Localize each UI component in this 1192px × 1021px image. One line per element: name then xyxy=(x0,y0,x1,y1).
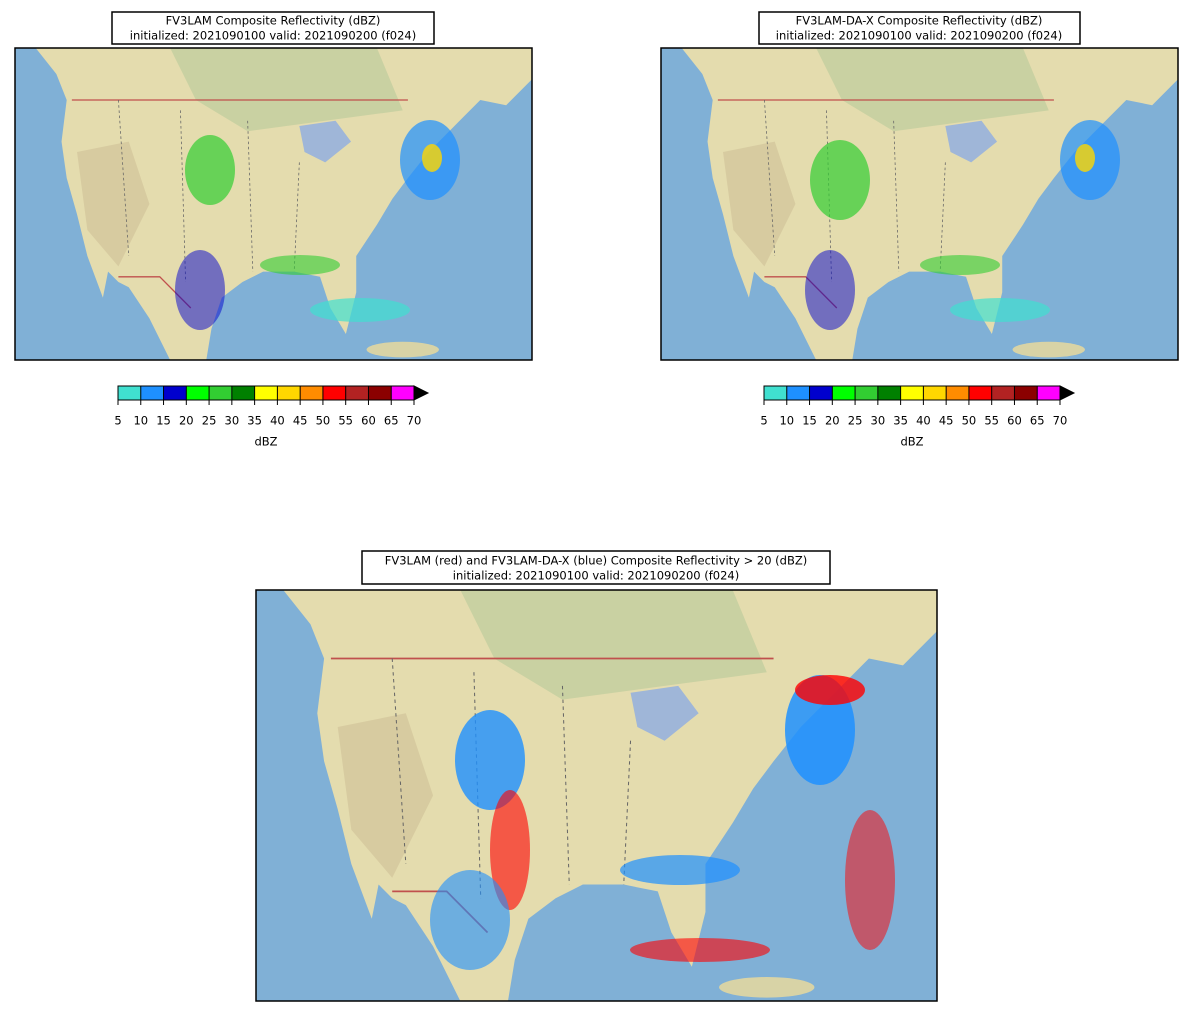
colorbar-label: dBZ xyxy=(254,435,277,449)
colorbar-tick-label: 40 xyxy=(270,414,285,428)
colorbar-segment xyxy=(254,386,278,400)
precipitation xyxy=(430,675,895,970)
title-box xyxy=(361,550,831,585)
colorbar-tick-label: 70 xyxy=(407,414,422,428)
colorbar-segment xyxy=(968,386,992,400)
colorbar-segment xyxy=(786,386,810,400)
colorbar-segment xyxy=(231,386,255,400)
colorbar-segment xyxy=(1014,386,1038,400)
colorbar-segment xyxy=(391,386,414,400)
map xyxy=(15,48,532,360)
colorbar-tick-label: 25 xyxy=(202,414,217,428)
colorbar-tick-label: 45 xyxy=(293,414,308,428)
colorbar-tick-label: 15 xyxy=(156,414,171,428)
colorbar-tick-label: 10 xyxy=(779,414,794,428)
colorbar-tick-label: 45 xyxy=(939,414,954,428)
colorbar-segment xyxy=(300,386,323,400)
panel-title: FV3LAM (red) and FV3LAM-DA-X (blue) Comp… xyxy=(385,554,807,568)
panel-title: FV3LAM Composite Reflectivity (dBZ) xyxy=(166,14,381,28)
title-box xyxy=(758,11,1081,45)
colorbar-segment xyxy=(163,386,187,400)
precipitation xyxy=(175,120,460,330)
colorbar-segment xyxy=(900,386,924,400)
colorbar-segment xyxy=(140,386,164,400)
colorbar-tick-label: 5 xyxy=(760,414,767,428)
colorbar-tick-label: 25 xyxy=(848,414,863,428)
precipitation xyxy=(805,120,1120,330)
colorbar-segment xyxy=(946,386,969,400)
colorbar-tick-label: 50 xyxy=(962,414,977,428)
colorbar-tick-label: 15 xyxy=(802,414,817,428)
colorbar-segment xyxy=(322,386,346,400)
colorbar-segment xyxy=(809,386,833,400)
panel-title: FV3LAM-DA-X Composite Reflectivity (dBZ) xyxy=(796,14,1043,28)
panel-subtitle: initialized: 2021090100 valid: 202109020… xyxy=(453,569,739,583)
colorbar-tick-label: 55 xyxy=(338,414,353,428)
map xyxy=(661,48,1178,360)
map-frame xyxy=(14,47,533,361)
title-box xyxy=(111,11,435,45)
colorbar-segment xyxy=(118,386,141,400)
colorbar-segment xyxy=(923,386,947,400)
colorbar-segment xyxy=(991,386,1015,400)
colorbar-segment xyxy=(877,386,901,400)
colorbar-tick-label: 20 xyxy=(179,414,194,428)
colorbar-segment xyxy=(832,386,856,400)
colorbar-segment xyxy=(277,386,301,400)
colorbar-tick-label: 10 xyxy=(133,414,148,428)
colorbar-segment xyxy=(209,386,232,400)
colorbar-tick-label: 35 xyxy=(893,414,908,428)
colorbar-tick-label: 65 xyxy=(1030,414,1045,428)
colorbar-segment xyxy=(1037,386,1060,400)
colorbar-tick-label: 50 xyxy=(316,414,331,428)
colorbar-tick-label: 65 xyxy=(384,414,399,428)
colorbar-tick-label: 40 xyxy=(916,414,931,428)
colorbar-label: dBZ xyxy=(900,435,923,449)
colorbar-tick-label: 5 xyxy=(114,414,121,428)
colorbar-tick-label: 30 xyxy=(225,414,240,428)
colorbar-extension xyxy=(413,385,430,401)
colorbar-segment xyxy=(368,386,392,400)
map-frame xyxy=(660,47,1179,361)
colorbar-tick-label: 55 xyxy=(984,414,999,428)
panel-subtitle: initialized: 2021090100 valid: 202109020… xyxy=(776,29,1062,43)
panel-subtitle: initialized: 2021090100 valid: 202109020… xyxy=(130,29,416,43)
colorbar-segment xyxy=(345,386,369,400)
colorbar-segment xyxy=(186,386,210,400)
map xyxy=(256,590,937,1001)
colorbar-segment xyxy=(855,386,878,400)
colorbar-tick-label: 30 xyxy=(871,414,886,428)
colorbar-extension xyxy=(1059,385,1076,401)
colorbar-tick-label: 60 xyxy=(1007,414,1022,428)
colorbar-tick-label: 60 xyxy=(361,414,376,428)
colorbar-segment xyxy=(764,386,787,400)
colorbar-tick-label: 35 xyxy=(247,414,262,428)
colorbar-tick-label: 20 xyxy=(825,414,840,428)
map-frame xyxy=(255,589,938,1002)
colorbar-tick-label: 70 xyxy=(1053,414,1068,428)
